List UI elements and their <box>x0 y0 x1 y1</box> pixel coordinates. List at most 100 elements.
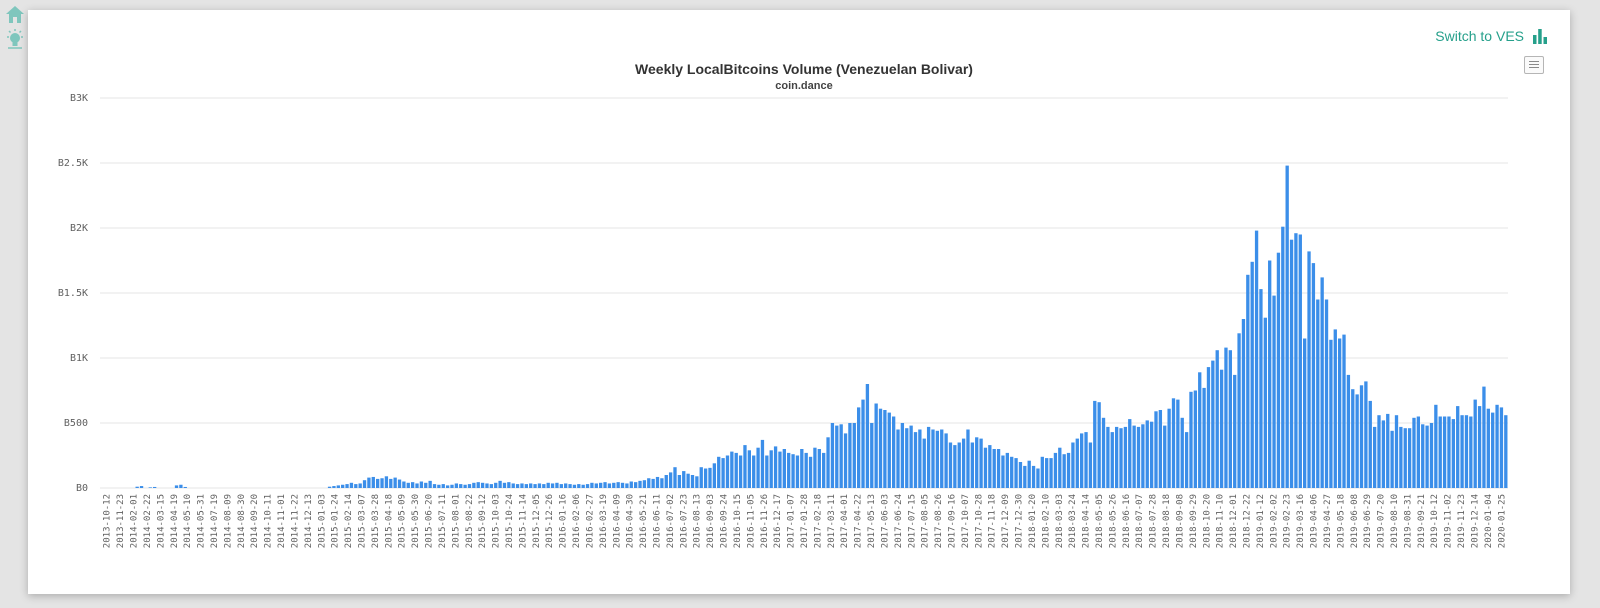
bar[interactable] <box>913 432 918 488</box>
bar[interactable] <box>1110 432 1114 488</box>
home-icon[interactable] <box>4 4 26 26</box>
bar[interactable] <box>1136 426 1141 488</box>
bar[interactable] <box>393 477 397 488</box>
bar[interactable] <box>402 481 406 489</box>
bar[interactable] <box>437 484 441 488</box>
bar[interactable] <box>778 451 782 488</box>
bar[interactable] <box>1149 421 1154 488</box>
bar[interactable] <box>625 483 629 488</box>
bar[interactable] <box>1031 465 1036 488</box>
bar[interactable] <box>690 475 695 488</box>
bar[interactable] <box>1254 230 1259 488</box>
bar[interactable] <box>1014 458 1018 488</box>
bar[interactable] <box>1176 399 1180 488</box>
bar[interactable] <box>1184 432 1189 488</box>
bar[interactable] <box>1123 426 1128 488</box>
bar[interactable] <box>529 483 533 488</box>
bar[interactable] <box>808 456 813 488</box>
bar[interactable] <box>1346 374 1351 488</box>
bar[interactable] <box>1250 261 1254 488</box>
bar[interactable] <box>148 487 152 488</box>
bar[interactable] <box>638 480 642 488</box>
bar[interactable] <box>655 476 660 488</box>
bar[interactable] <box>410 482 415 488</box>
bar[interactable] <box>1294 233 1298 488</box>
bar[interactable] <box>153 486 157 488</box>
bar[interactable] <box>1456 406 1460 488</box>
bar[interactable] <box>804 452 808 488</box>
bar[interactable] <box>822 452 826 488</box>
bar[interactable] <box>515 484 520 488</box>
bar[interactable] <box>1386 413 1390 488</box>
bar[interactable] <box>717 456 721 488</box>
bar[interactable] <box>699 467 703 488</box>
bar[interactable] <box>1158 410 1163 488</box>
bar[interactable] <box>1040 456 1044 488</box>
bar[interactable] <box>341 484 345 488</box>
bar[interactable] <box>642 480 647 488</box>
bar[interactable] <box>765 455 769 489</box>
bar[interactable] <box>905 428 909 488</box>
bar[interactable] <box>791 454 795 488</box>
bar[interactable] <box>975 437 979 488</box>
bar[interactable] <box>1088 442 1093 489</box>
bar[interactable] <box>940 429 944 489</box>
bar[interactable] <box>577 484 581 488</box>
bar[interactable] <box>1049 458 1053 488</box>
bar[interactable] <box>970 442 975 489</box>
bar[interactable] <box>354 484 358 488</box>
bar[interactable] <box>695 476 699 488</box>
bar[interactable] <box>730 451 734 488</box>
bar[interactable] <box>996 449 1001 488</box>
bar[interactable] <box>743 445 747 488</box>
bar[interactable] <box>1368 400 1372 488</box>
bar[interactable] <box>1447 416 1451 489</box>
bar[interactable] <box>494 482 498 488</box>
bar[interactable] <box>760 439 765 488</box>
bar[interactable] <box>179 484 183 488</box>
bar[interactable] <box>957 442 961 489</box>
bar[interactable] <box>428 480 432 488</box>
bar[interactable] <box>865 384 870 488</box>
bar[interactable] <box>1285 165 1289 488</box>
bar[interactable] <box>795 455 800 489</box>
bar[interactable] <box>629 481 633 489</box>
bar[interactable] <box>1233 374 1237 488</box>
bar[interactable] <box>376 478 380 488</box>
bar[interactable] <box>861 399 865 488</box>
bar[interactable] <box>1281 226 1285 488</box>
bar[interactable] <box>441 484 445 488</box>
bar[interactable] <box>537 483 542 488</box>
bar[interactable] <box>511 483 515 488</box>
bar[interactable] <box>135 486 139 488</box>
bar[interactable] <box>1005 452 1009 488</box>
bar[interactable] <box>1053 452 1058 488</box>
bar[interactable] <box>979 438 983 488</box>
bar[interactable] <box>476 482 480 488</box>
bar[interactable] <box>502 482 507 488</box>
bar[interactable] <box>1381 420 1386 488</box>
bar[interactable] <box>564 483 568 488</box>
bar[interactable] <box>1066 452 1071 488</box>
bar[interactable] <box>1202 387 1206 488</box>
bar[interactable] <box>459 484 463 488</box>
bar[interactable] <box>870 423 874 488</box>
bar[interactable] <box>1001 455 1005 489</box>
bar[interactable] <box>1482 386 1486 488</box>
bar[interactable] <box>1477 406 1482 488</box>
bar[interactable] <box>1460 415 1464 488</box>
bar[interactable] <box>1316 299 1320 489</box>
bar[interactable] <box>961 438 966 488</box>
bar[interactable] <box>1206 367 1211 488</box>
bar[interactable] <box>485 483 489 488</box>
bar[interactable] <box>1303 338 1307 489</box>
bar[interactable] <box>900 423 905 488</box>
bar[interactable] <box>830 423 835 488</box>
bar[interactable] <box>1491 412 1495 488</box>
bar[interactable] <box>966 429 970 489</box>
bar[interactable] <box>1364 381 1368 488</box>
bar[interactable] <box>725 455 730 489</box>
bar[interactable] <box>983 447 988 488</box>
bar[interactable] <box>489 484 494 488</box>
bar[interactable] <box>520 483 524 488</box>
